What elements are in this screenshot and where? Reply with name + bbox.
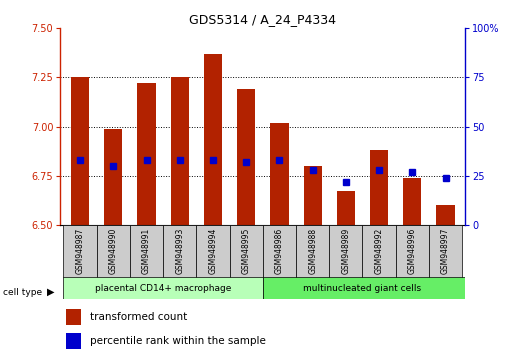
Bar bbox=[263, 277, 465, 299]
Text: cell type: cell type bbox=[3, 287, 42, 297]
Text: ▶: ▶ bbox=[47, 287, 54, 297]
Bar bbox=[329, 225, 362, 278]
Title: GDS5314 / A_24_P4334: GDS5314 / A_24_P4334 bbox=[189, 13, 336, 26]
Text: GSM948990: GSM948990 bbox=[109, 227, 118, 274]
Text: GSM948987: GSM948987 bbox=[76, 227, 85, 274]
Bar bbox=[370, 150, 388, 225]
Bar bbox=[396, 225, 429, 278]
Bar bbox=[66, 309, 81, 325]
Bar bbox=[97, 225, 130, 278]
Text: GSM948997: GSM948997 bbox=[441, 227, 450, 274]
Bar bbox=[63, 277, 263, 299]
Bar bbox=[270, 122, 289, 225]
Text: GSM948993: GSM948993 bbox=[175, 227, 184, 274]
Bar bbox=[362, 225, 396, 278]
Bar bbox=[196, 225, 230, 278]
Text: transformed count: transformed count bbox=[90, 312, 187, 322]
Text: GSM948988: GSM948988 bbox=[308, 227, 317, 274]
Text: percentile rank within the sample: percentile rank within the sample bbox=[90, 336, 266, 346]
Text: GSM948986: GSM948986 bbox=[275, 227, 284, 274]
Bar bbox=[63, 225, 97, 278]
Bar bbox=[138, 83, 156, 225]
Bar bbox=[170, 78, 189, 225]
Text: GSM948991: GSM948991 bbox=[142, 227, 151, 274]
Bar bbox=[337, 192, 355, 225]
Text: GSM948989: GSM948989 bbox=[342, 227, 350, 274]
Bar bbox=[71, 78, 89, 225]
Bar bbox=[237, 89, 255, 225]
Bar bbox=[230, 225, 263, 278]
Text: GSM948992: GSM948992 bbox=[374, 227, 383, 274]
Text: multinucleated giant cells: multinucleated giant cells bbox=[303, 284, 422, 293]
Bar bbox=[403, 178, 422, 225]
Text: placental CD14+ macrophage: placental CD14+ macrophage bbox=[95, 284, 231, 293]
Bar bbox=[204, 54, 222, 225]
Bar bbox=[429, 225, 462, 278]
Bar bbox=[66, 333, 81, 349]
Bar bbox=[104, 129, 122, 225]
Bar bbox=[263, 225, 296, 278]
Bar bbox=[130, 225, 163, 278]
Bar bbox=[163, 225, 196, 278]
Text: GSM948995: GSM948995 bbox=[242, 227, 251, 274]
Text: GSM948996: GSM948996 bbox=[408, 227, 417, 274]
Bar bbox=[436, 205, 454, 225]
Text: GSM948994: GSM948994 bbox=[209, 227, 218, 274]
Bar bbox=[296, 225, 329, 278]
Bar bbox=[303, 166, 322, 225]
